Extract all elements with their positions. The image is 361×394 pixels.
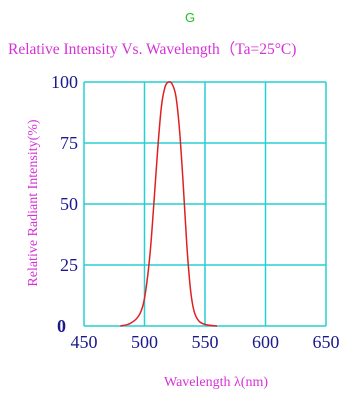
y-tick-labels: 0 25 50 75 100 [51,72,78,336]
x-tick-label-4: 650 [313,332,340,352]
x-tick-label-0: 450 [71,332,98,352]
y-tick-label-1: 25 [60,255,78,275]
grid [83,81,327,327]
x-tick-label-2: 550 [192,332,219,352]
x-tick-label-3: 600 [252,332,279,352]
y-axis-label: Relative Radiant Intensity(%) [26,119,41,287]
x-axis-label: Wavelength λ(nm) [164,375,268,390]
x-tick-label-1: 500 [131,332,158,352]
y-tick-label-3: 75 [60,133,78,153]
y-tick-label-0: 0 [57,316,66,336]
y-tick-label-2: 50 [60,194,78,214]
x-tick-labels: 450 500 550 600 650 [71,332,340,352]
chart-title: Relative Intensity Vs. Wavelength（Ta=25°… [8,41,296,58]
color-tag: G [185,10,195,25]
series-line [120,81,218,327]
y-tick-label-4: 100 [51,72,78,92]
